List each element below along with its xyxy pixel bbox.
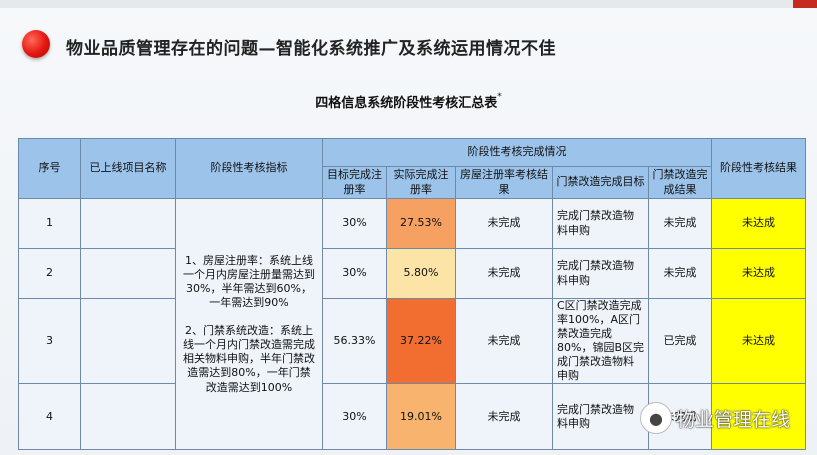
header-housing-result: 房屋注册率考核结果 [455, 166, 553, 199]
cell-final: 未达成 [711, 198, 807, 249]
cell-access-target: 完成门禁改造物料申购 [552, 198, 649, 249]
table-title-text: 四格信息系统阶段性考核汇总表 [315, 96, 498, 111]
cell-housing: 未完成 [455, 383, 553, 451]
cell-access-result: 未完成 [647, 248, 713, 299]
table-title: 四格信息系统阶段性考核汇总表* [0, 92, 817, 111]
cell-target: 30% [322, 198, 387, 249]
watermark: ● 物业管理在线 [640, 402, 790, 434]
cell-target: 56.33% [322, 297, 387, 385]
cell-access-result: 未完成 [647, 383, 713, 451]
header-group: 阶段性考核完成情况 [321, 138, 713, 167]
cell-access-result: 未完成 [647, 198, 713, 249]
table-row: 4 30% 19.01% 未完成 完成门禁改造物料申购 未完成 [18, 383, 807, 451]
top-bar-accent [793, 0, 817, 8]
header-final: 阶段性考核结果 [711, 138, 807, 199]
header-access-result: 门禁改造完成结果 [647, 166, 713, 199]
header-seq: 序号 [18, 138, 81, 199]
cell-final [711, 383, 807, 451]
header-target-rate: 目标完成注册率 [322, 166, 387, 199]
top-bar [0, 0, 817, 8]
cell-access-target: C区门禁改造完成率100%，A区门禁改造完成80%，锦园B区完成门禁改造物料申购 [552, 297, 649, 385]
cell-indicator: 1、房屋注册率：系统上线一个月内房屋注册量需达到30%，半年需达到60%，一年需… [175, 197, 323, 451]
cell-actual: 5.80% [386, 248, 456, 299]
indicator-text: 1、房屋注册率：系统上线一个月内房屋注册量需达到30%，半年需达到60%，一年需… [183, 253, 315, 394]
header-project: 已上线项目名称 [80, 138, 176, 199]
page-title: 物业品质管理存在的问题—智能化系统推广及系统运用情况不佳 [66, 39, 556, 59]
wechat-icon: ● [640, 402, 672, 434]
cell-access-target: 完成门禁改造物料申购 [552, 383, 649, 451]
cell-project [80, 297, 176, 385]
cell-project [80, 198, 176, 249]
red-dot-bullet-icon [22, 30, 50, 58]
table-row: 2 30% 5.80% 未完成 完成门禁改造物料申购 未完成 未达成 [18, 248, 807, 299]
watermark-text: 物业管理在线 [676, 408, 791, 431]
header-actual-rate: 实际完成注册率 [386, 166, 456, 199]
cell-seq: 2 [18, 248, 81, 299]
header-access-target: 门禁改造完成目标 [552, 166, 649, 199]
cell-housing: 未完成 [455, 297, 553, 385]
assessment-table: 序号 已上线项目名称 阶段性考核指标 阶段性考核完成情况 阶段性考核结果 目标完… [18, 138, 807, 451]
cell-actual: 37.22% [386, 297, 456, 385]
cell-housing: 未完成 [455, 198, 553, 249]
cell-final: 未达成 [711, 248, 807, 299]
cell-seq: 1 [18, 198, 81, 249]
table-row: 3 56.33% 37.22% 未完成 C区门禁改造完成率100%，A区门禁改造… [18, 297, 807, 385]
cell-seq: 4 [18, 383, 81, 451]
cell-project [80, 248, 176, 299]
cell-access-target: 完成门禁改造物料申购 [552, 248, 649, 299]
cell-actual: 27.53% [386, 198, 456, 249]
header-indicator: 阶段性考核指标 [175, 138, 323, 199]
cell-seq: 3 [18, 297, 81, 385]
cell-actual: 19.01% [386, 383, 456, 451]
table-title-mark: * [497, 92, 502, 102]
cell-target: 30% [322, 248, 387, 299]
cell-access-result: 已完成 [647, 297, 713, 385]
cell-housing: 未完成 [455, 248, 553, 299]
cell-final: 未达成 [711, 297, 807, 385]
table-row: 1 1、房屋注册率：系统上线一个月内房屋注册量需达到30%，半年需达到60%，一… [18, 197, 807, 451]
cell-target: 30% [322, 383, 387, 451]
cell-project [80, 383, 176, 451]
